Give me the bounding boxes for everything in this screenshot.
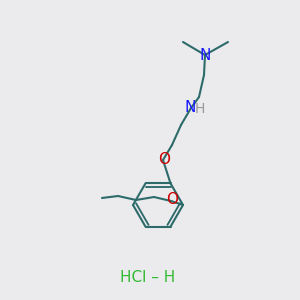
Text: N: N xyxy=(184,100,196,116)
Text: O: O xyxy=(166,193,178,208)
Text: N: N xyxy=(199,47,211,62)
Text: H: H xyxy=(195,102,205,116)
Text: O: O xyxy=(158,152,170,166)
Text: HCl – H: HCl – H xyxy=(120,271,176,286)
